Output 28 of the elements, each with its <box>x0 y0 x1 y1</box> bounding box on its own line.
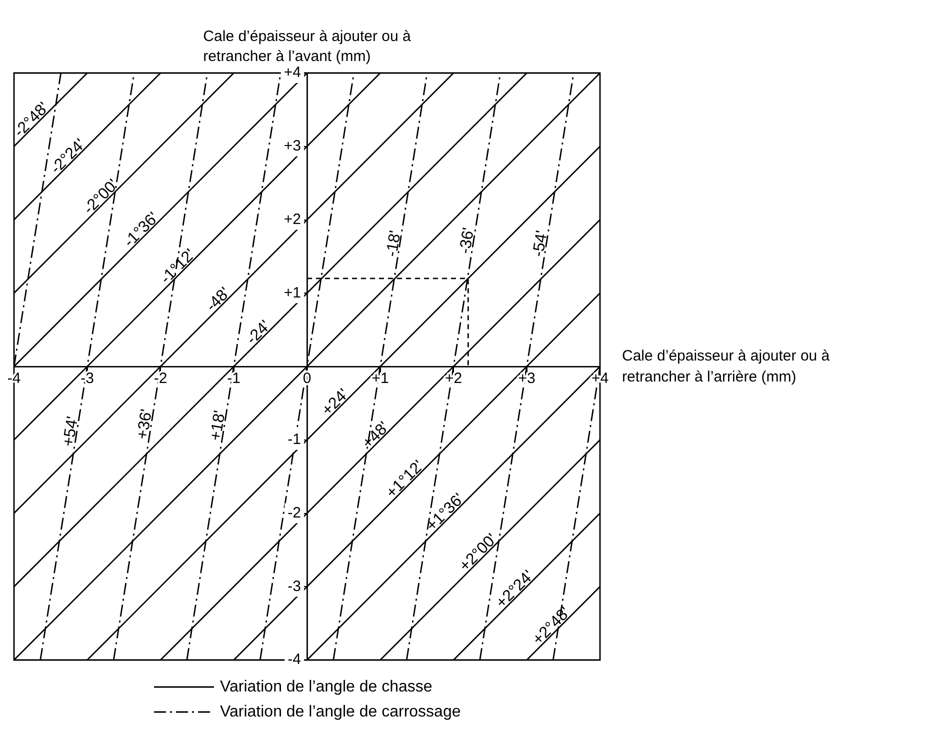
y-tick-label: +2 <box>284 210 301 228</box>
annotation: +18' <box>207 409 229 442</box>
y-tick-label: -2 <box>288 504 301 522</box>
y-tick-label: +1 <box>284 284 301 302</box>
y-tick-label: +4 <box>284 64 301 82</box>
x-tick-label: +1 <box>372 370 389 388</box>
annotation: +24' <box>318 386 352 420</box>
x-tick-label: +3 <box>518 370 536 388</box>
y-tick-label: -4 <box>288 651 301 668</box>
annotation: -36' <box>456 226 478 256</box>
y-axis-title: Cale d’épaisseur à ajouter ou à retrancher à l’avant (mm) <box>203 28 412 65</box>
x-tick-label: -1 <box>227 370 240 388</box>
annotation: +54' <box>60 415 82 448</box>
annotation: -18' <box>384 229 404 258</box>
annotation: +36' <box>134 408 156 440</box>
y-tick-label: +3 <box>284 138 301 155</box>
x-axis-title: Cale d’épaisseur à ajouter ou à retrancher à l’arrière (mm) <box>622 348 830 386</box>
annotation: -24' <box>243 318 274 348</box>
y-tick-label: -3 <box>288 578 301 595</box>
annotation: -48' <box>203 284 234 316</box>
annotation: +48' <box>359 418 393 452</box>
x-tick-label: -3 <box>80 370 94 388</box>
legend-label: Variation de l’angle de carrossage <box>220 703 461 720</box>
x-tick-label: -2 <box>154 370 168 388</box>
y-tick-label: -1 <box>288 431 301 448</box>
legend-label: Variation de l’angle de chasse <box>220 678 432 696</box>
annotation: -54' <box>530 229 551 258</box>
x-tick-label: +2 <box>444 370 462 388</box>
